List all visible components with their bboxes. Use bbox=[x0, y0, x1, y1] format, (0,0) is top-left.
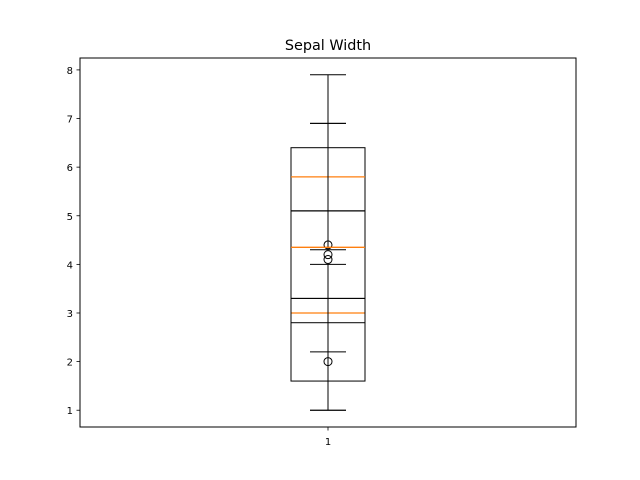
outlier-point bbox=[323, 250, 333, 260]
y-axis: 1 2 3 4 5 6 7 8 bbox=[67, 66, 80, 417]
y-tick-label: 6 bbox=[67, 163, 73, 174]
chart-title: Sepal Width bbox=[285, 38, 371, 54]
y-tick-label: 2 bbox=[67, 358, 73, 369]
x-axis: 1 bbox=[325, 427, 331, 448]
y-tick-label: 4 bbox=[67, 260, 73, 271]
y-tick-label: 5 bbox=[67, 212, 73, 223]
plot-area bbox=[290, 74, 366, 411]
y-tick-label: 1 bbox=[67, 406, 73, 417]
box-iqr bbox=[290, 210, 366, 382]
box-series bbox=[290, 122, 366, 411]
y-tick-label: 3 bbox=[67, 309, 73, 320]
y-tick-label: 8 bbox=[67, 66, 73, 77]
x-tick-label: 1 bbox=[325, 437, 331, 448]
outlier-point bbox=[323, 255, 333, 265]
y-tick-label: 7 bbox=[67, 115, 73, 126]
